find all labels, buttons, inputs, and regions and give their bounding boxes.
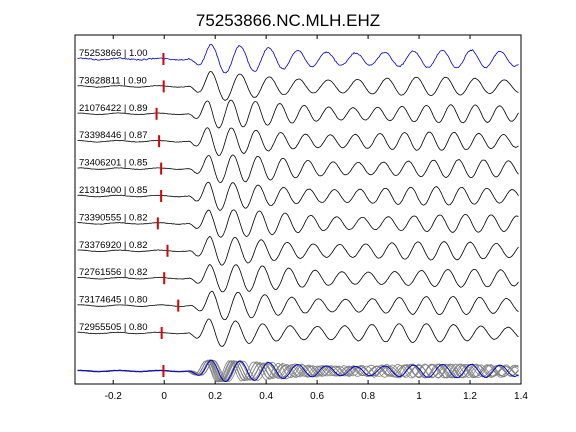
trace-line [77,181,519,211]
trace-label: 73628811 | 0.90 [79,75,147,86]
x-tick-label: 0.4 [259,391,273,402]
x-tick-label: 0.2 [208,391,222,402]
x-tick-label: -0.2 [105,391,123,402]
trace-label: 73174645 | 0.80 [79,295,148,306]
trace-label: 72955505 | 0.80 [79,322,148,333]
x-tick-label: 1 [416,391,422,402]
trace-label: 73390555 | 0.82 [79,212,148,223]
chart-title: 75253866.NC.MLH.EHZ [196,11,380,30]
waveform-traces [77,44,519,347]
trace-label: 73376920 | 0.82 [79,240,148,251]
trace-label: 21076422 | 0.89 [79,103,148,114]
x-tick-label: 0.8 [361,391,375,402]
trace-label: 75253866 | 1.00 [79,48,148,59]
trace-line [77,99,519,129]
trace-label: 72761556 | 0.82 [79,267,148,278]
x-tick-label: 0.6 [310,391,324,402]
trace-line [77,44,519,74]
stack-reference [77,359,519,383]
stacked-waveforms [77,359,519,383]
trace-label: 73406201 | 0.85 [79,158,148,169]
x-tick-label: 1.4 [514,391,528,402]
trace-line [77,235,519,266]
trace-line [77,71,519,101]
trace-line [77,127,519,156]
pick-markers [155,53,180,377]
trace-line [77,264,519,293]
trace-label: 21319400 | 0.85 [79,185,148,196]
trace-labels: 75253866 | 1.00 73628811 | 0.90 21076422 |… [79,48,148,333]
trace-line [77,318,519,347]
trace-line [77,154,519,184]
x-axis: -0.2 0 0.2 0.4 0.6 0.8 1 1.2 1.4 [105,35,528,402]
x-tick-label: 1.2 [463,391,477,402]
trace-label: 73398446 | 0.87 [79,130,148,141]
x-tick-label: 0 [161,391,167,402]
trace-line [77,290,519,321]
plot-area [74,34,522,385]
trace-line [77,209,519,238]
